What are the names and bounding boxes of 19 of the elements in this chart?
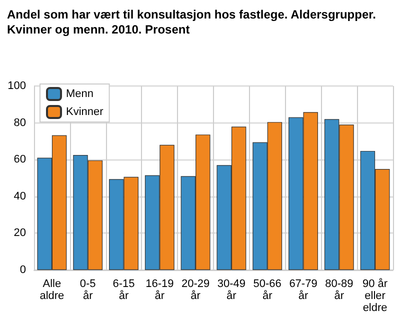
y-tick-label: 60 xyxy=(14,154,26,166)
x-tick-label: 80-89 år xyxy=(325,278,354,302)
x-tick-label: 67-79 år xyxy=(289,278,318,302)
y-tick-label: 0 xyxy=(20,264,26,276)
x-tick-label: Alle aldre xyxy=(40,278,64,302)
x-tick-label: 30-49 år xyxy=(217,278,246,302)
legend-label: Menn xyxy=(66,88,94,100)
y-tick-label: 20 xyxy=(14,227,26,240)
x-tick-label: 16-19 år xyxy=(146,278,174,302)
y-tick-label: 80 xyxy=(14,116,26,129)
chart-title: Andel som har vært til konsultasjon hos fastlege. Aldersgrupper. Kvinner og menn. 2010. Prosent xyxy=(7,8,376,36)
y-tick-label: 100 xyxy=(8,80,26,92)
y-tick-label: 40 xyxy=(14,190,26,202)
x-tick-label: 90 år eller eldre xyxy=(362,278,388,314)
x-tick-label: 0-5 år xyxy=(80,278,96,302)
x-tick-label: 20-29 år xyxy=(181,278,210,302)
legend-label: Kvinner xyxy=(66,106,104,118)
x-tick-label: 50-66 år xyxy=(253,278,282,302)
x-tick-label: 6-15 år xyxy=(112,278,135,302)
